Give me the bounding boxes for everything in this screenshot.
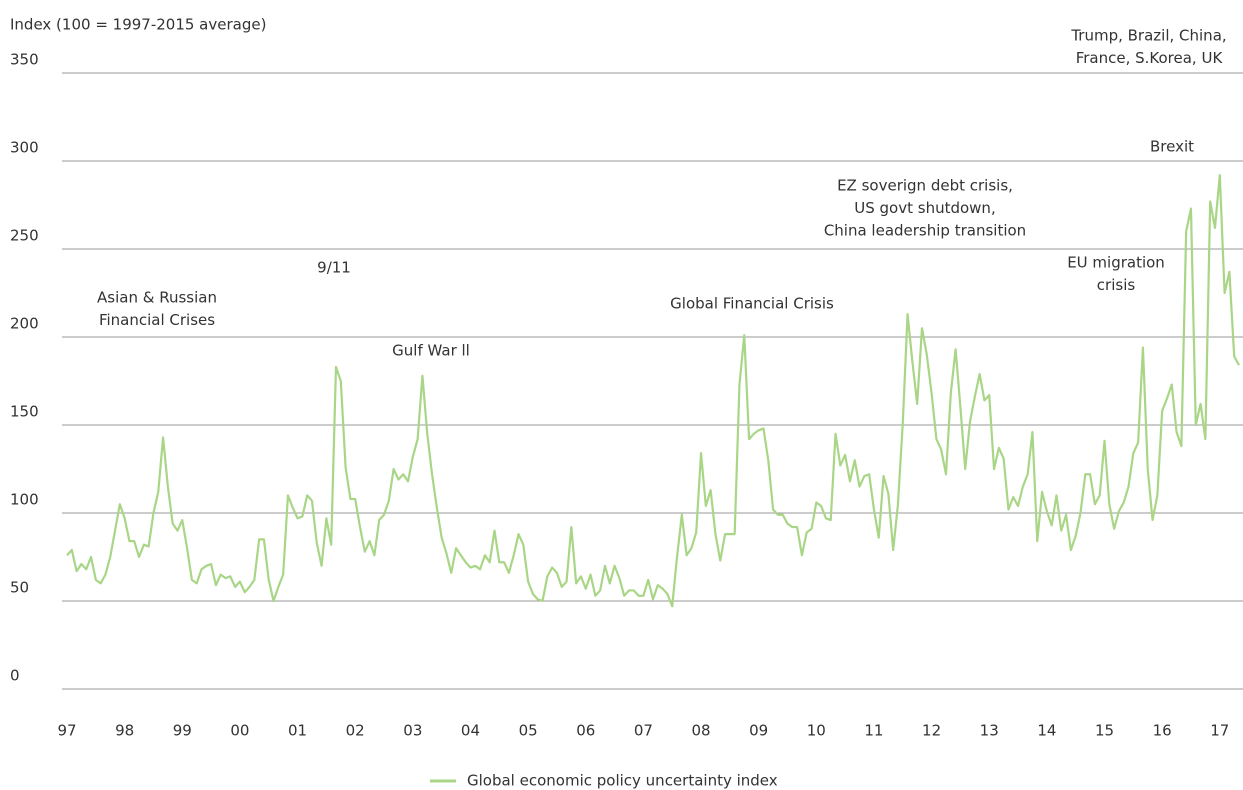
annotation: Gulf War ll	[392, 342, 470, 360]
x-tick-label: 06	[576, 722, 595, 740]
x-tick-label: 04	[461, 722, 480, 740]
x-tick-label: 05	[519, 722, 538, 740]
annotation: crisis	[1097, 276, 1136, 294]
annotation: Asian & Russian	[97, 289, 217, 307]
annotation: Brexit	[1150, 138, 1194, 156]
x-tick-label: 01	[288, 722, 307, 740]
x-tick-label: 03	[403, 722, 422, 740]
y-tick-label: 350	[10, 51, 39, 69]
annotation: China leadership transition	[824, 222, 1026, 240]
x-tick-label: 16	[1153, 722, 1172, 740]
y-tick-label: 0	[10, 667, 20, 685]
annotation: Trump, Brazil, China,	[1070, 27, 1226, 45]
x-tick-label: 17	[1210, 722, 1229, 740]
legend-label: Global economic policy uncertainty index	[467, 772, 778, 790]
x-tick-label: 00	[230, 722, 249, 740]
annotation: US govt shutdown,	[854, 199, 995, 217]
x-tick-label: 10	[807, 722, 826, 740]
annotation: Global Financial Crisis	[670, 295, 834, 313]
x-tick-label: 12	[922, 722, 941, 740]
x-tick-label: 07	[634, 722, 653, 740]
y-axis-label: Index (100 = 1997-2015 average)	[10, 16, 266, 34]
y-tick-label: 50	[10, 579, 29, 597]
y-tick-label: 100	[10, 491, 39, 509]
x-tick-label: 11	[864, 722, 883, 740]
x-tick-label: 98	[115, 722, 134, 740]
annotation: 9/11	[317, 259, 351, 277]
x-tick-label: 09	[749, 722, 768, 740]
x-tick-label: 97	[57, 722, 76, 740]
x-tick-label: 08	[691, 722, 710, 740]
y-tick-label: 300	[10, 139, 39, 157]
annotation: EZ soverign debt crisis,	[837, 177, 1013, 195]
x-tick-label: 13	[980, 722, 999, 740]
y-tick-label: 250	[10, 227, 39, 245]
annotation: Financial Crises	[99, 311, 215, 329]
annotation: EU migration	[1067, 254, 1165, 272]
x-tick-label: 15	[1095, 722, 1114, 740]
x-tick-label: 99	[173, 722, 192, 740]
annotation: France, S.Korea, UK	[1076, 49, 1224, 67]
y-tick-label: 150	[10, 403, 39, 421]
x-tick-label: 14	[1037, 722, 1056, 740]
x-tick-label: 02	[346, 722, 365, 740]
series-line	[66, 173, 1240, 608]
y-tick-label: 200	[10, 315, 39, 333]
